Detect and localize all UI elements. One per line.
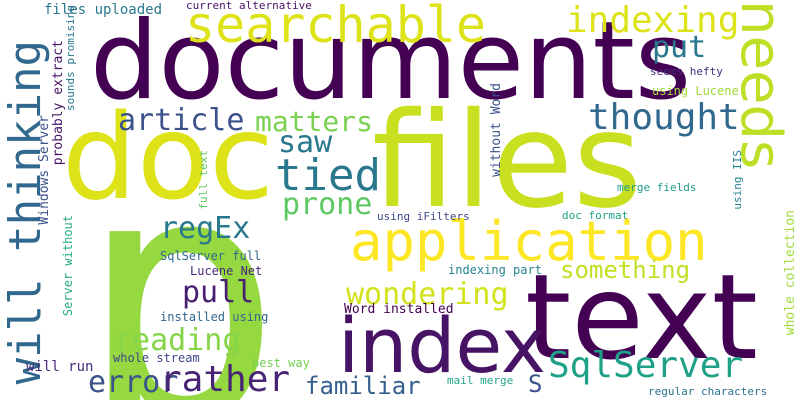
word-application: application: [350, 210, 708, 273]
word-sqlserver-full: SqlServer full: [160, 249, 262, 263]
word-matters: matters: [255, 105, 374, 138]
word-p: p: [78, 102, 283, 400]
word-reading: reading: [114, 323, 241, 358]
word-merge-fields: merge fields: [617, 181, 697, 194]
word-files: files: [372, 84, 642, 238]
word-article: article: [118, 103, 245, 138]
word-seems-hefty: seems hefty: [650, 65, 723, 78]
word-wondering: wondering: [346, 277, 509, 312]
word-using-ifilters: using iFilters: [377, 210, 470, 223]
word-using-lucene: using Lucene: [652, 84, 739, 98]
word-regEx: regEx: [160, 211, 251, 246]
word-rather: rather: [160, 359, 291, 400]
word-searchable: searchable: [185, 0, 487, 54]
word-needs: needs: [728, 0, 793, 170]
word-without-word: without Word: [489, 83, 504, 177]
word-word-installed: Word installed: [344, 302, 454, 317]
word-pull: pull: [182, 275, 255, 310]
word-tied: tied: [275, 150, 381, 201]
word-full-text: full text: [197, 150, 210, 210]
word-current-alternative: current alternative: [186, 0, 312, 12]
word-sounds-promising: sounds promising: [64, 5, 77, 111]
word-files-uploaded: files uploaded: [44, 2, 163, 18]
word-lucene-net: Lucene Net: [190, 264, 263, 278]
word-put: put: [652, 30, 707, 65]
word-best-way: best way: [252, 356, 310, 370]
word-will-run: will run: [26, 359, 94, 375]
word-saw: saw: [278, 125, 333, 160]
word-regular-characters: regular characters: [648, 385, 768, 398]
word-probably-extract: probably extract: [51, 40, 66, 166]
word-SqlServer: SqlServer: [548, 345, 744, 386]
word-indexing: indexing: [566, 0, 740, 41]
word-whole-collection: whole collection: [783, 210, 798, 336]
word-thought: thought: [588, 97, 740, 138]
word-error: error: [88, 365, 179, 400]
word-doc-format: doc format: [562, 209, 629, 222]
word-prone: prone: [282, 187, 373, 222]
word-text: text: [525, 248, 758, 386]
word-using-iis: using IIS: [731, 150, 744, 210]
word-doc: doc: [62, 88, 274, 226]
word-index: index: [338, 301, 546, 390]
word-server-without: Server without: [61, 215, 75, 317]
word-S: S: [528, 370, 543, 398]
word-documents: documents: [90, 0, 692, 124]
word-whole-stream: whole stream: [113, 351, 200, 365]
word-indexing-part: indexing part: [448, 263, 542, 277]
word-mail-merge: mail merge: [447, 374, 514, 387]
word-something: something: [560, 256, 691, 284]
word-windows-server: Windows Server: [37, 115, 52, 225]
word-familiar: familiar: [305, 372, 421, 400]
word-installed-using: installed using: [160, 310, 269, 324]
